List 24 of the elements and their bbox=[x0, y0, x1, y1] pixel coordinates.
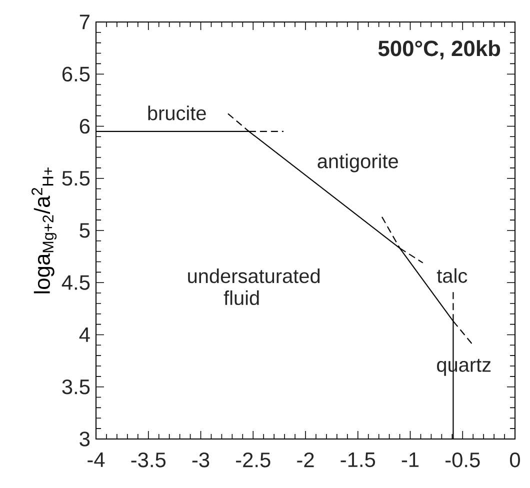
y-tick-label: 6 bbox=[80, 118, 90, 134]
x-tick-label: -0.5 bbox=[446, 452, 480, 468]
x-tick-label: -4 bbox=[88, 452, 105, 467]
annotation: brucite bbox=[148, 106, 206, 120]
annotation: talc bbox=[436, 268, 468, 283]
x-tick-label: -3 bbox=[192, 452, 210, 468]
annotation: undersaturated fluid bbox=[188, 268, 320, 306]
x-tick-label: -3.5 bbox=[131, 452, 166, 468]
y-tick-label: 3 bbox=[80, 432, 90, 446]
y-tick-label: 5.5 bbox=[62, 171, 90, 186]
x-tick-label: -1.5 bbox=[340, 452, 376, 468]
annotation: antigorite bbox=[318, 154, 398, 172]
text: 500°C, 20kb bbox=[378, 40, 500, 60]
y-tick-label: 4 bbox=[79, 328, 90, 342]
y-tick-label: 7 bbox=[80, 14, 90, 30]
x-tick-label: -2 bbox=[297, 452, 314, 468]
y-tick-label: 4.5 bbox=[62, 275, 90, 290]
x-tick-label: -2.5 bbox=[236, 452, 270, 468]
y-axis-title: loga$_{Mg+2}$/a$^{2}$H+ bbox=[32, 167, 57, 294]
y-tick-label: 3.5 bbox=[62, 379, 90, 394]
x-tick-label: -1 bbox=[402, 452, 419, 467]
x-tick-label: 0 bbox=[510, 452, 520, 468]
y-tick-label: 6.5 bbox=[62, 66, 90, 82]
y-tick-label: 5 bbox=[80, 223, 90, 238]
